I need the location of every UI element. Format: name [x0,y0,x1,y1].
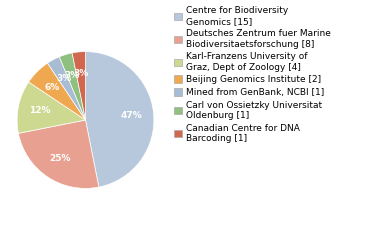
Wedge shape [59,53,86,120]
Text: 6%: 6% [45,83,60,92]
Text: 47%: 47% [121,111,142,120]
Legend: Centre for Biodiversity
Genomics [15], Deutsches Zentrum fuer Marine
Biodiversit: Centre for Biodiversity Genomics [15], D… [172,5,333,145]
Text: 3%: 3% [64,71,80,80]
Wedge shape [86,52,154,187]
Text: 25%: 25% [49,154,70,163]
Wedge shape [18,120,99,188]
Wedge shape [17,82,85,133]
Text: 12%: 12% [29,106,51,115]
Wedge shape [72,52,86,120]
Wedge shape [48,57,86,120]
Text: 3%: 3% [73,69,89,78]
Text: 3%: 3% [56,74,71,84]
Wedge shape [28,63,86,120]
